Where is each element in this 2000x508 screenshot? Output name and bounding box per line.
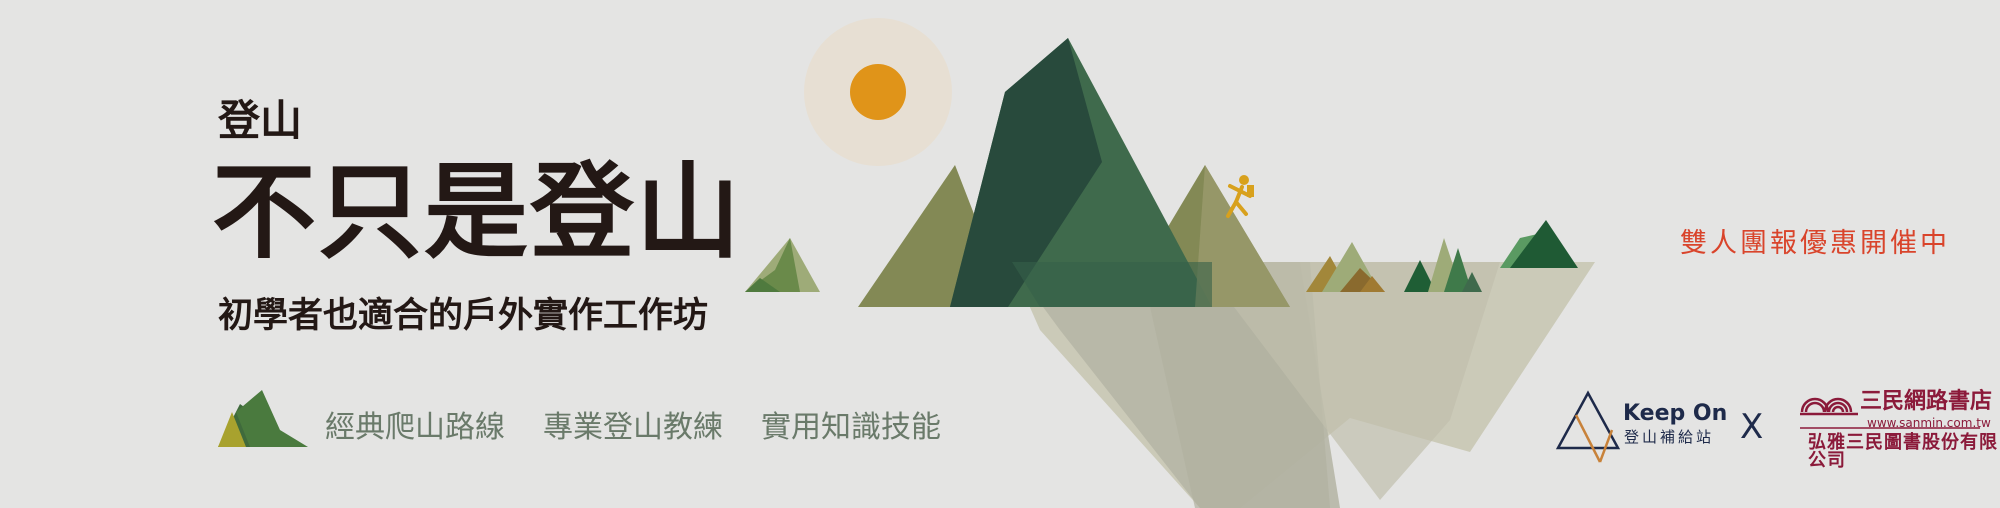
kicker-text: 登山 xyxy=(218,96,303,145)
subtitle: 初學者也適合的戶外實作工作坊 xyxy=(218,295,709,336)
keepon-logo-title: Keep On xyxy=(1623,401,1728,426)
feature-item: 經典爬山路線 xyxy=(325,410,505,445)
promo-text: 雙人團報優惠開催中 xyxy=(1680,228,1950,259)
main-mountain xyxy=(858,38,1290,307)
reflection xyxy=(1010,262,1595,508)
sanmin-logo-icon xyxy=(1800,397,1980,429)
small-mountain-left xyxy=(745,238,820,292)
climber-icon xyxy=(1226,175,1254,218)
feature-list: 經典爬山路線 專業登山教練 實用知識技能 xyxy=(325,413,979,443)
keepon-logo-subtitle: 登山補給站 xyxy=(1624,428,1715,446)
collab-times-symbol: X xyxy=(1740,407,1764,447)
mountain-icon xyxy=(218,390,308,447)
feature-item: 專業登山教練 xyxy=(543,410,723,445)
sanmin-logo-url: www.sanmin.com.tw xyxy=(1867,416,1991,430)
sanmin-logo-name: 三民網路書店 xyxy=(1860,388,1993,414)
sun xyxy=(850,64,906,120)
small-mountains-center xyxy=(1306,242,1385,292)
headline: 不只是登山 xyxy=(212,150,743,273)
keepon-logo-icon xyxy=(1555,390,1621,463)
small-mountains-right xyxy=(1404,220,1578,292)
sanmin-logo-corp: 弘雅三民圖書股份有限公司 xyxy=(1808,432,1998,471)
feature-item: 實用知識技能 xyxy=(761,410,941,445)
